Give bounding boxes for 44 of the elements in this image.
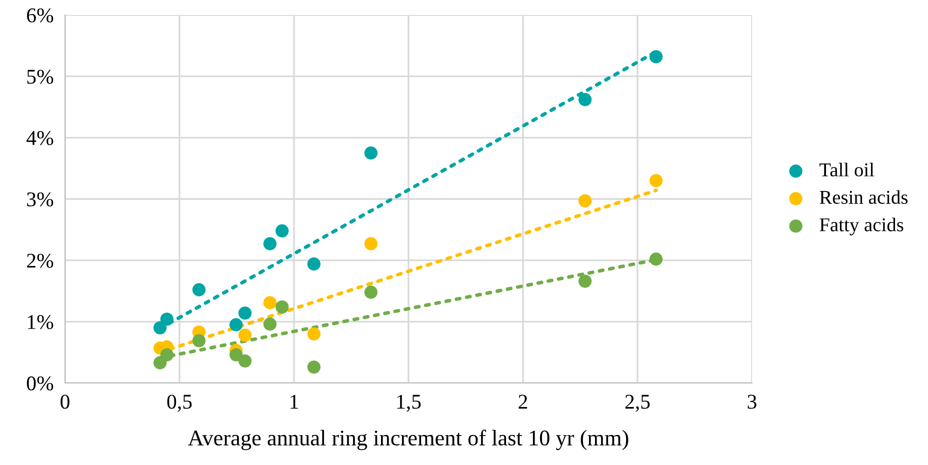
x-tick-label: 0,5 bbox=[167, 394, 192, 412]
y-tick-label: 1% bbox=[28, 315, 54, 330]
point bbox=[307, 327, 321, 341]
point bbox=[238, 328, 252, 342]
point bbox=[578, 274, 592, 288]
point bbox=[649, 252, 663, 266]
x-tick-label: 3 bbox=[748, 394, 756, 409]
point bbox=[578, 194, 592, 208]
y-tick-label: 2% bbox=[27, 254, 54, 268]
y-tick-label: 0% bbox=[26, 376, 54, 390]
legend-label: Fatty acids bbox=[820, 218, 904, 236]
point bbox=[229, 318, 243, 332]
point bbox=[192, 283, 206, 296]
legend-label: Resin acids bbox=[820, 190, 908, 204]
point bbox=[364, 146, 378, 160]
point bbox=[364, 286, 378, 299]
x-tick-label: 1 bbox=[290, 394, 298, 409]
point bbox=[276, 300, 289, 314]
point bbox=[307, 360, 321, 374]
point bbox=[160, 312, 174, 326]
point bbox=[153, 321, 167, 334]
x-tick-label: 1,5 bbox=[397, 394, 421, 412]
y-tick-label: 3% bbox=[27, 192, 54, 206]
point bbox=[649, 174, 663, 188]
point bbox=[238, 354, 252, 368]
y-tick-label: 5% bbox=[27, 70, 54, 84]
x-tick-label: 2,5 bbox=[625, 394, 650, 412]
x-tick-label: 0 bbox=[60, 394, 70, 409]
y-tick-label: 6% bbox=[27, 8, 54, 22]
point bbox=[578, 93, 592, 106]
legend-label: Tall oil bbox=[820, 162, 874, 176]
x-tick-label: 2 bbox=[518, 394, 528, 409]
point bbox=[364, 237, 378, 250]
point bbox=[263, 318, 277, 331]
point bbox=[263, 237, 277, 250]
point bbox=[263, 296, 277, 310]
point bbox=[307, 257, 321, 271]
point bbox=[276, 224, 289, 238]
y-tick-label: 4% bbox=[26, 131, 54, 146]
point bbox=[160, 348, 174, 362]
point bbox=[192, 334, 206, 348]
point bbox=[649, 50, 663, 64]
x-axis-title: Average annual ring increment of last 10 yr (mm) bbox=[188, 430, 628, 450]
point bbox=[238, 306, 252, 320]
